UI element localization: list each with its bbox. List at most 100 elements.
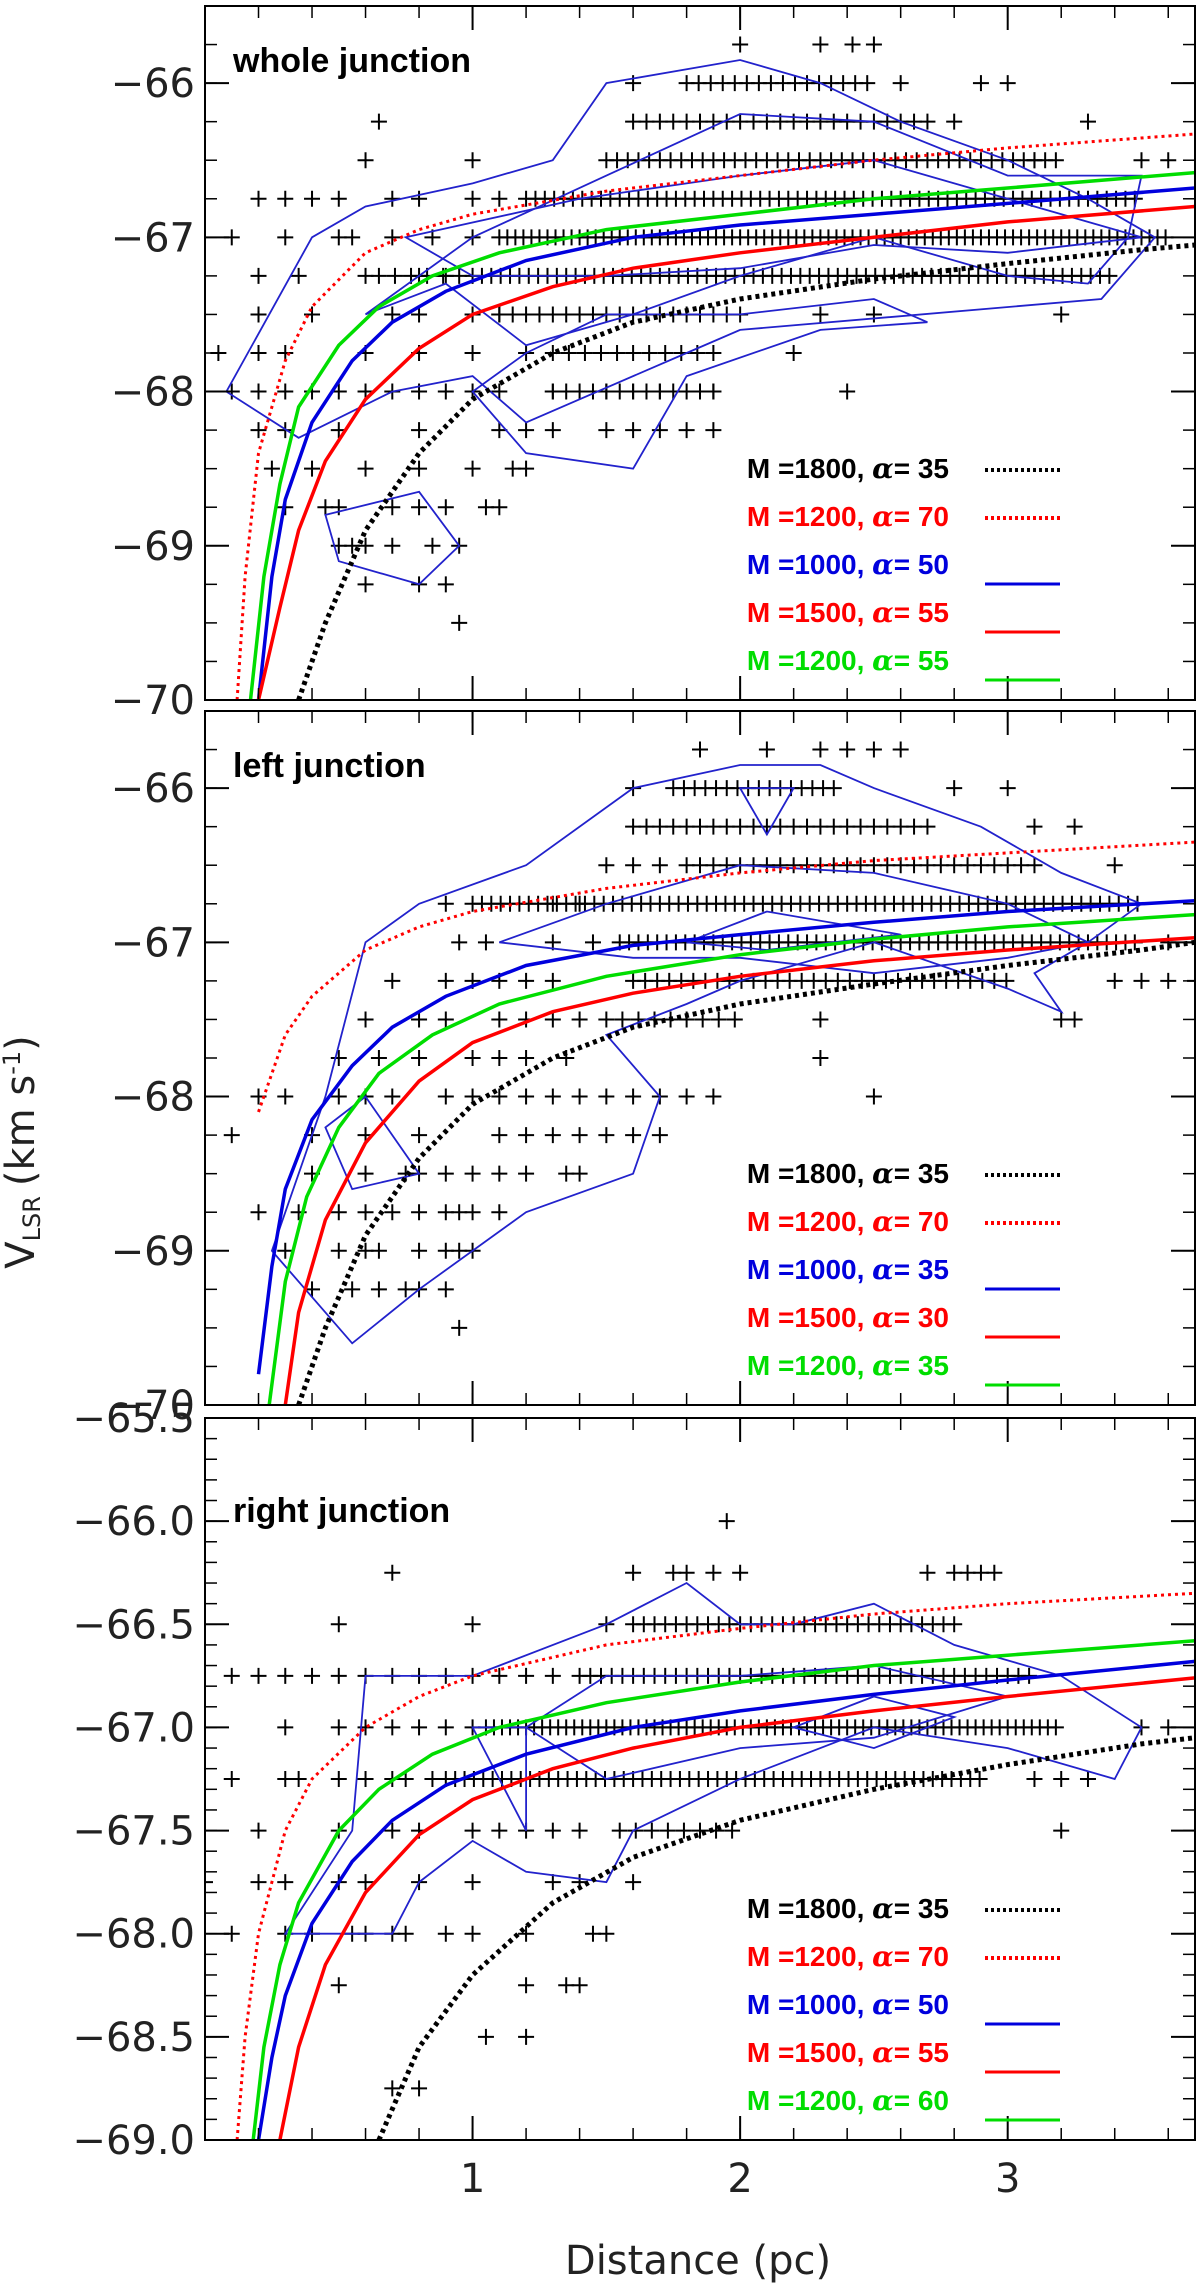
data-point (518, 422, 535, 439)
data-point (919, 857, 936, 874)
data-point (1106, 857, 1123, 874)
data-point (250, 1204, 267, 1221)
data-point (865, 741, 882, 758)
model-curve (248, 170, 1195, 700)
data-point (1026, 1771, 1043, 1787)
data-point (370, 1050, 387, 1066)
model-curves (235, 1591, 1195, 2140)
data-point (464, 152, 481, 169)
data-point (491, 1204, 508, 1221)
data-point (518, 460, 535, 477)
data-point (330, 1771, 347, 1787)
data-point (437, 1011, 454, 1028)
data-point (839, 741, 856, 758)
data-point (277, 1771, 294, 1787)
data-point (384, 2080, 401, 2097)
data-point (879, 818, 896, 835)
data-point (879, 857, 896, 874)
data-point (370, 1281, 387, 1298)
data-point (357, 1165, 374, 1182)
data-point (304, 190, 321, 207)
data-point (518, 1050, 535, 1066)
legend-label: M =1000, α= 50 (747, 548, 949, 581)
data-point (625, 113, 642, 130)
data-point (411, 460, 428, 477)
model-curve (267, 912, 1195, 1405)
data-point (972, 857, 989, 874)
data-point (892, 741, 909, 758)
data-point (593, 345, 609, 361)
data-point (571, 1011, 588, 1028)
data-point (726, 1011, 743, 1028)
model-curve (376, 1735, 1195, 2140)
data-point (357, 152, 374, 169)
data-point (892, 75, 909, 92)
data-point (1079, 113, 1096, 130)
data-point (625, 383, 642, 400)
data-point (544, 1088, 561, 1105)
data-point (651, 383, 668, 400)
data-point (437, 1088, 454, 1105)
data-point (678, 422, 695, 439)
data-point (825, 780, 842, 797)
x-tick-label: 2 (727, 2156, 752, 2202)
data-point (250, 306, 267, 323)
data-point (844, 36, 861, 53)
model-curve (256, 186, 1195, 700)
data-point (705, 857, 722, 874)
data-point (223, 1667, 240, 1684)
data-point (544, 306, 561, 323)
data-point (571, 383, 588, 400)
data-point (504, 306, 521, 323)
data-point (865, 36, 882, 53)
model-curve (251, 1639, 1195, 2140)
data-point (812, 306, 829, 323)
data-point (1053, 1771, 1070, 1787)
data-point (424, 1771, 441, 1787)
data-point (477, 499, 494, 516)
data-point (785, 818, 802, 835)
data-point (665, 113, 682, 130)
data-point (464, 1204, 481, 1221)
data-point (370, 1242, 387, 1259)
data-point (277, 1667, 294, 1684)
data-point (411, 306, 428, 323)
legend-label: M =1800, α= 35 (747, 452, 949, 485)
data-point (643, 1822, 660, 1839)
data-point (277, 1719, 294, 1736)
panel-whole-junction: −66 −67 −68 −69 −70 whole junction M =1800, α=… (111, 5, 1196, 724)
data-point (518, 1667, 535, 1684)
scatter-points (210, 36, 1177, 631)
data-point (451, 614, 468, 631)
data-point (946, 780, 963, 797)
data-point (344, 537, 361, 554)
data-point (772, 818, 789, 835)
data-point (544, 972, 561, 989)
data-point (665, 1564, 682, 1581)
data-point (558, 383, 575, 400)
x-tick-label: 3 (995, 2156, 1020, 2202)
data-point (370, 113, 387, 130)
data-point (290, 1771, 307, 1787)
data-point (812, 1011, 829, 1028)
data-point (560, 345, 577, 361)
model-curve (256, 1659, 1195, 2140)
data-point (451, 934, 468, 951)
data-point (451, 1204, 468, 1221)
data-point (718, 818, 735, 835)
data-point (223, 1771, 240, 1787)
x-tick-label: 1 (460, 2156, 485, 2202)
data-point (598, 1925, 615, 1942)
data-point (799, 857, 816, 874)
data-point (692, 1822, 708, 1839)
data-point (611, 383, 628, 400)
data-point (865, 306, 882, 323)
data-point (865, 1088, 882, 1105)
data-point (544, 1874, 561, 1891)
panel-left-junction: −66 −67 −68 −69 −70 left junction M =1800, α= … (111, 710, 1196, 1429)
model-curve (256, 204, 1195, 700)
data-point (518, 1088, 535, 1105)
data-point (437, 383, 454, 400)
data-point (906, 857, 923, 874)
y-tick-label: −66.0 (72, 1499, 195, 1545)
